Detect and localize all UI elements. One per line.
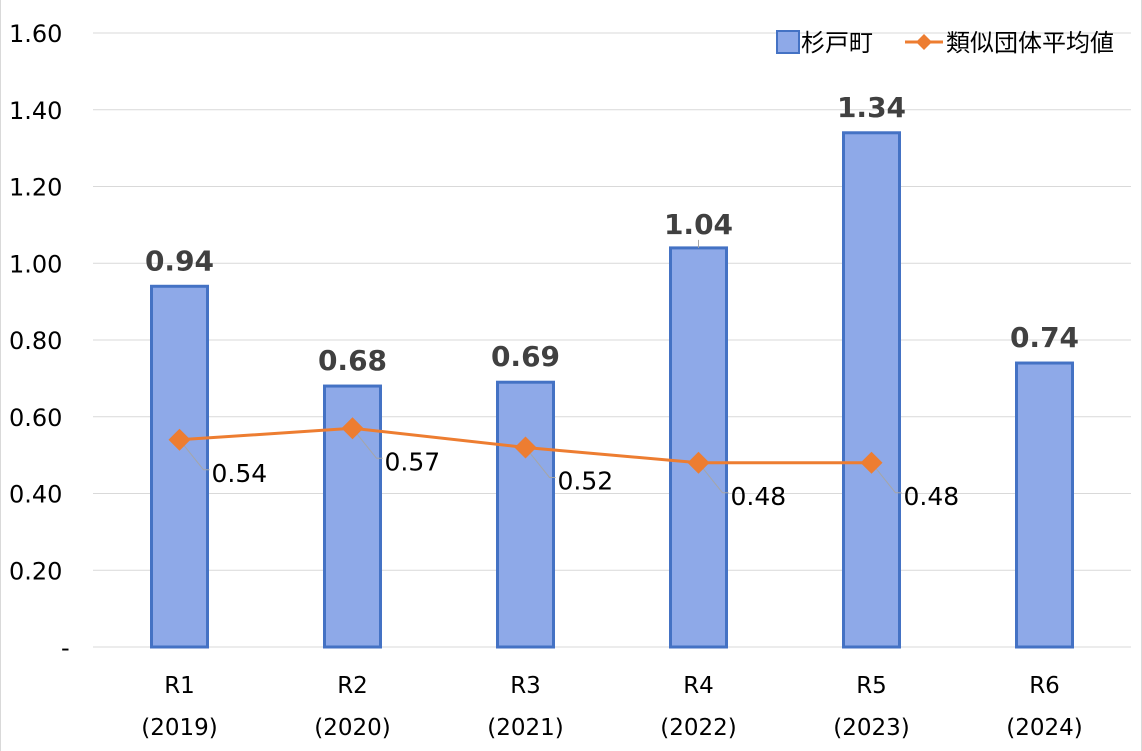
line-label-leader-line [179,439,210,471]
bar [150,284,209,649]
line-value-label: 0.52 [558,466,614,495]
y-tick-label: 1.20 [9,174,62,202]
legend-bar-label: 杉戸町 [801,29,873,57]
x-category-label: R4 [683,673,714,699]
line-value-label: 0.57 [385,447,441,476]
legend: 杉戸町 類似団体平均値 [776,29,1114,57]
legend-bar-swatch [776,30,800,54]
x-category-sublabel: (2021) [487,715,563,741]
line-value-label: 0.54 [212,459,268,488]
y-axis-tick-labels: - 0.20 0.40 0.60 0.80 1.00 1.20 1.40 1.60 [9,20,70,662]
x-category-sublabel: (2019) [141,715,217,741]
y-tick-label: - [61,634,70,662]
bar [496,380,555,649]
line-label-leader-line [871,462,902,494]
bar-value-labels: 0.94 0.68 0.69 1.04 1.34 0.74 [145,91,1079,377]
line-value-labels: 0.54 0.57 0.52 0.48 0.48 [212,447,960,511]
y-tick-label: 1.40 [9,97,62,125]
line-value-label: 0.48 [904,482,960,511]
x-category-sublabel: (2020) [314,715,390,741]
x-category-sublabel: (2024) [1006,715,1082,741]
x-category-label: R6 [1029,673,1060,699]
leader-lines [179,239,902,494]
y-tick-label: 0.60 [9,404,62,432]
bar-value-label: 0.68 [318,344,387,377]
x-category-label: R3 [510,673,541,699]
line-marker [514,436,537,459]
line-marker [860,451,883,474]
bar [1015,361,1074,649]
y-tick-label: 0.80 [9,327,62,355]
x-category-label: R1 [164,673,195,699]
bar-value-label: 0.94 [145,244,214,277]
gridlines [93,32,1131,648]
bar-value-label: 1.04 [664,208,733,241]
y-tick-label: 1.00 [9,250,62,278]
x-category-sublabel: (2023) [833,715,909,741]
bar-value-label: 0.74 [1010,321,1079,354]
x-axis-category-labels: R1 (2019) R2 (2020) R3 (2021) R4 (2022) R5 (2023)… [141,673,1082,741]
line-series [168,417,883,474]
x-category-label: R2 [337,673,368,699]
bar [669,246,728,649]
line-marker [168,428,191,451]
y-tick-label: 0.20 [9,557,62,585]
line-label-leader-line [525,447,556,478]
x-category-label: R5 [856,673,887,699]
legend-line-label: 類似団体平均値 [946,29,1114,57]
line-label-leader-line [352,427,383,459]
y-tick-label: 0.40 [9,481,62,509]
y-tick-label: 1.60 [9,20,62,48]
bar [842,131,901,649]
line-marker [687,451,710,474]
x-category-sublabel: (2022) [660,715,736,741]
line-value-label: 0.48 [731,482,787,511]
legend-line-marker [916,34,932,50]
bar-value-label: 0.69 [491,340,560,373]
line-label-leader-line [698,462,729,494]
bar-value-label: 1.34 [837,91,906,124]
line-marker [341,417,364,440]
